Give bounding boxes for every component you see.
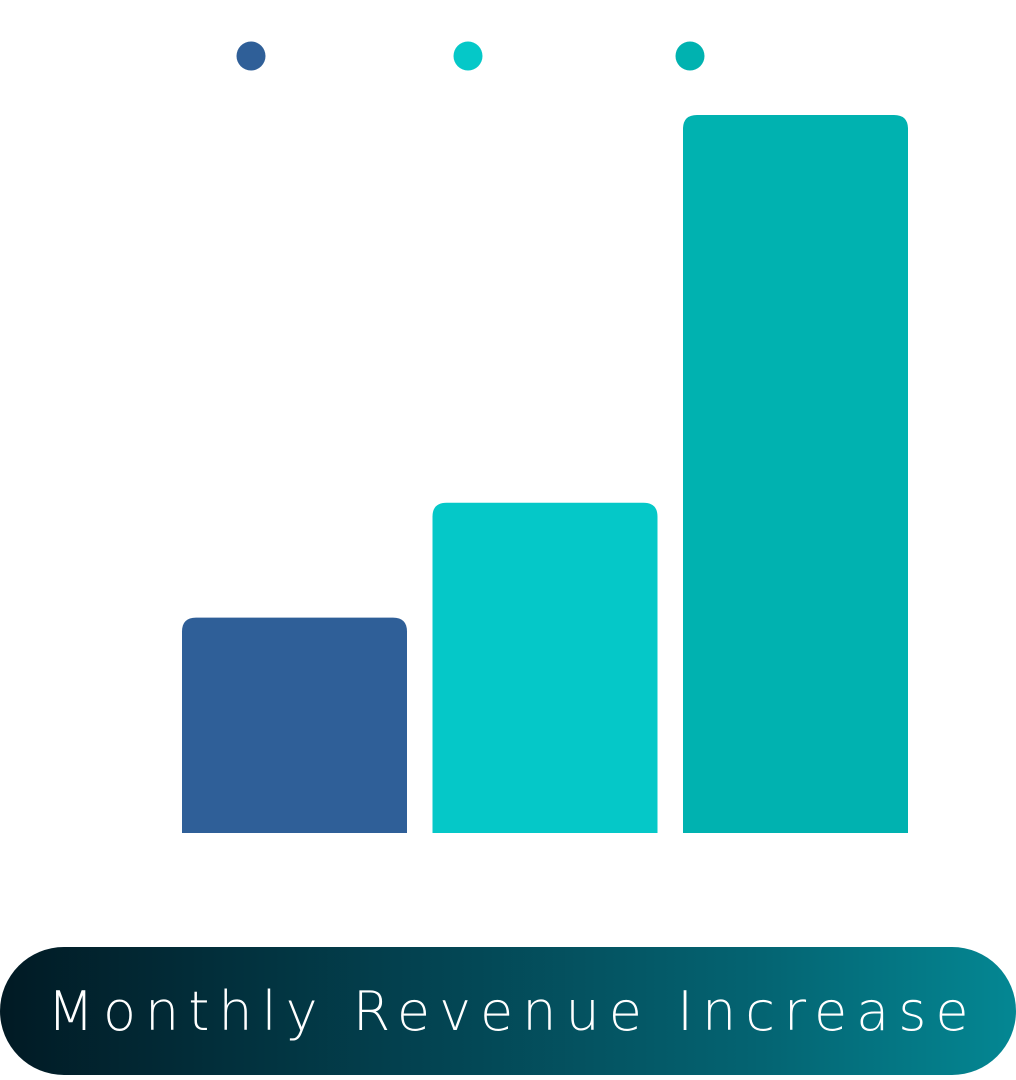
bar-series bbox=[182, 115, 908, 833]
legend-marker-2 bbox=[453, 41, 483, 71]
legend-marker-1 bbox=[236, 41, 266, 71]
bar-chart bbox=[182, 41, 908, 833]
bar-3 bbox=[683, 115, 908, 833]
legend bbox=[236, 41, 705, 71]
legend-marker-3 bbox=[675, 41, 705, 71]
chart-title-banner: Monthly Revenue Increase bbox=[0, 947, 1016, 1075]
chart-title: Monthly Revenue Increase bbox=[47, 979, 978, 1043]
bar-2 bbox=[432, 502, 658, 833]
bar-1 bbox=[182, 617, 407, 833]
